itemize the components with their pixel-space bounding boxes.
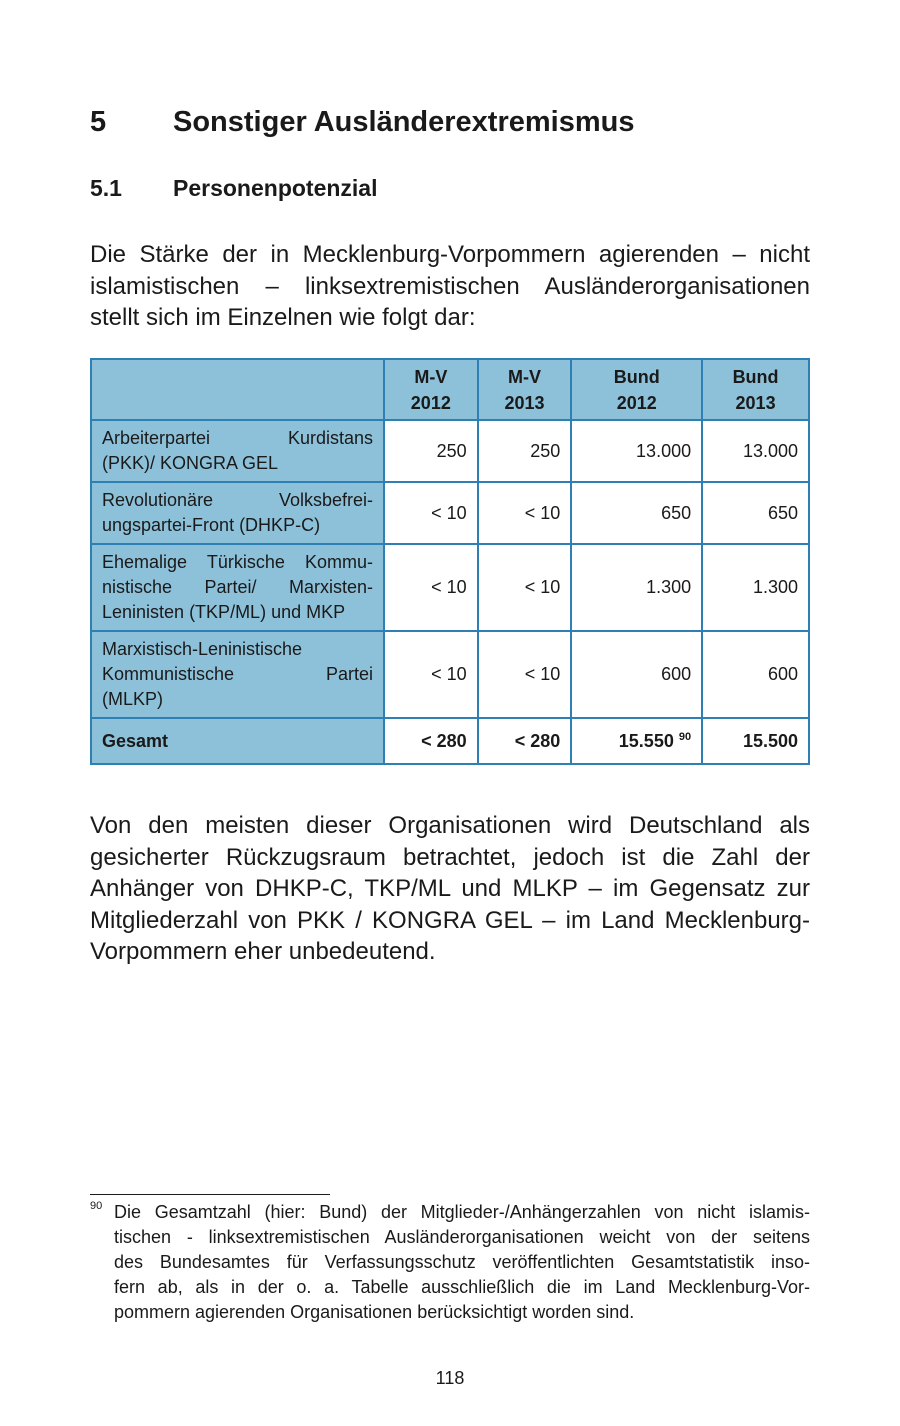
footnote-line: pommern agierenden Organisationen berück…: [114, 1302, 635, 1322]
footnote-line: fern ab, als in der o. a. Tabelle aussch…: [114, 1277, 810, 1297]
cell: < 10: [383, 481, 479, 545]
header-text: 2012: [616, 392, 657, 413]
cell: 600: [570, 630, 704, 719]
heading: 5 Sonstiger Ausländerextremismus: [90, 106, 634, 139]
total-cell: 15.500: [701, 717, 810, 765]
row-label-line: nistische Partei/ Marxisten-: [102, 577, 373, 597]
heading-title: Sonstiger Ausländerextremismus: [173, 106, 635, 138]
header-text: 2013: [504, 392, 545, 413]
text-line: islamistischen – linksextremistischen Au…: [90, 272, 810, 300]
row-label-line: (MLKP): [102, 689, 164, 709]
page-number: 118: [435, 1368, 465, 1388]
table: M-V 2012 M-V 2013 Bund 2012 Bund 2013 Arbeiterpa…: [90, 358, 810, 765]
text-line: Die Stärke der in Mecklenburg-Vorpommern…: [90, 241, 810, 268]
header-cell: M-V 2012: [383, 358, 479, 421]
cell: 1.300: [570, 543, 704, 632]
text-line: Anhänger von DHKP-C, TKP/ML und MLKP – i…: [90, 875, 810, 902]
row-label-line: (PKK)/ KONGRA GEL: [102, 453, 279, 473]
row-label-line: Ehemalige Türkische Kommu-: [102, 552, 373, 572]
header-text: M-V: [414, 366, 448, 387]
row-label: Arbeiterpartei Kurdistans (PKK)/ KONGRA G…: [90, 419, 385, 483]
cell: 13.000: [701, 419, 810, 483]
row-label: Ehemalige Türkische Kommu-nistische Part…: [90, 543, 385, 632]
subheading-title: Personenpotenzial: [173, 175, 378, 201]
header-row: M-V 2012 M-V 2013 Bund 2012 Bund 2013: [90, 358, 810, 421]
cell: 650: [570, 481, 704, 545]
footnote: 90 Die Gesamtzahl (hier: Bund) der Mitgli…: [90, 1200, 810, 1325]
header-text: Bund: [613, 366, 660, 387]
row-label-line: ungspartei-Front (DHKP-C): [102, 515, 321, 535]
row-label: Marxistisch-Leninistische Kommunistische …: [90, 630, 385, 719]
header-cell: Bund 2013: [701, 358, 810, 421]
cell: 1.300: [701, 543, 810, 632]
cell: 250: [476, 419, 573, 483]
row-label-line: Arbeiterpartei Kurdistans: [102, 428, 373, 448]
footnote-body: Die Gesamtzahl (hier: Bund) der Mitglied…: [114, 1200, 810, 1325]
total-label: Gesamt: [90, 717, 385, 765]
total-cell: 15.550 90: [570, 717, 704, 765]
total-value: < 280: [514, 730, 561, 751]
table-row: Arbeiterpartei Kurdistans (PKK)/ KONGRA G…: [90, 419, 810, 483]
total-cell: < 280: [476, 717, 573, 765]
cell: < 10: [476, 630, 573, 719]
row-label-line: Leninisten (TKP/ML) und MKP: [102, 602, 346, 622]
cell: 600: [701, 630, 810, 719]
cell: < 10: [383, 543, 479, 632]
heading-number: 5: [90, 106, 107, 138]
footnote-line: tischen - linksextremistischen Ausländer…: [114, 1227, 810, 1247]
row-label-line: Revolutionäre Volksbefrei-: [102, 490, 373, 510]
total-value: 15.500: [742, 730, 798, 751]
footnote-marker: 90: [90, 1200, 103, 1212]
cell: < 10: [476, 481, 573, 545]
row-label-line: Marxistisch-Leninistische: [102, 639, 303, 659]
table-row: Revolutionäre Volksbefrei-ungspartei-Fro…: [90, 481, 810, 545]
header-text: 2013: [735, 392, 776, 413]
header-cell: [90, 358, 385, 421]
text-line: Von den meisten dieser Organisationen wi…: [90, 812, 810, 839]
text-line: gesicherter Rückzugsraum betrachtet, jed…: [90, 843, 810, 871]
subheading: 5.1 Personenpotenzial: [90, 175, 377, 202]
footnote-ref: 90: [678, 730, 692, 743]
text-line: stellt sich im Einzelnen wie folgt dar:: [90, 304, 476, 331]
total-value: < 280: [421, 730, 467, 751]
header-text: M-V: [507, 366, 541, 387]
table-row: Ehemalige Türkische Kommu-nistische Part…: [90, 543, 810, 632]
intro: Die Stärke der in Mecklenburg-Vorpommern…: [90, 239, 810, 334]
text-line: Vorpommern eher unbedeutend.: [90, 938, 436, 965]
table-row: Marxistisch-Leninistische Kommunistische …: [90, 630, 810, 719]
header-cell: M-V 2013: [476, 358, 573, 421]
cell: < 10: [383, 630, 479, 719]
total-row: Gesamt < 280 < 280 15.550 90 15.500: [90, 717, 810, 765]
cell: 650: [701, 481, 810, 545]
cell: < 10: [476, 543, 573, 632]
total-cell: < 280: [383, 717, 479, 765]
header-cell: Bund 2012: [570, 358, 704, 421]
header-text: Bund: [732, 366, 779, 387]
header-text: 2012: [410, 392, 451, 413]
text-line: Mitgliederzahl von PKK / KONGRA GEL – im…: [90, 906, 810, 934]
total-value: 15.550: [618, 730, 674, 751]
footnote-line: des Bundesamtes für Verfassungsschutz ve…: [114, 1252, 810, 1272]
footnote-line: Die Gesamtzahl (hier: Bund) der Mitglied…: [114, 1202, 810, 1222]
footnote-rule: [90, 1194, 330, 1195]
cell: 13.000: [570, 419, 704, 483]
subheading-number: 5.1: [90, 175, 122, 201]
row-label-line: Kommunistische Partei: [102, 664, 373, 684]
cell: 250: [383, 419, 479, 483]
row-label: Revolutionäre Volksbefrei-ungspartei-Fro…: [90, 481, 385, 545]
paragraph: Von den meisten dieser Organisationen wi…: [90, 810, 810, 968]
